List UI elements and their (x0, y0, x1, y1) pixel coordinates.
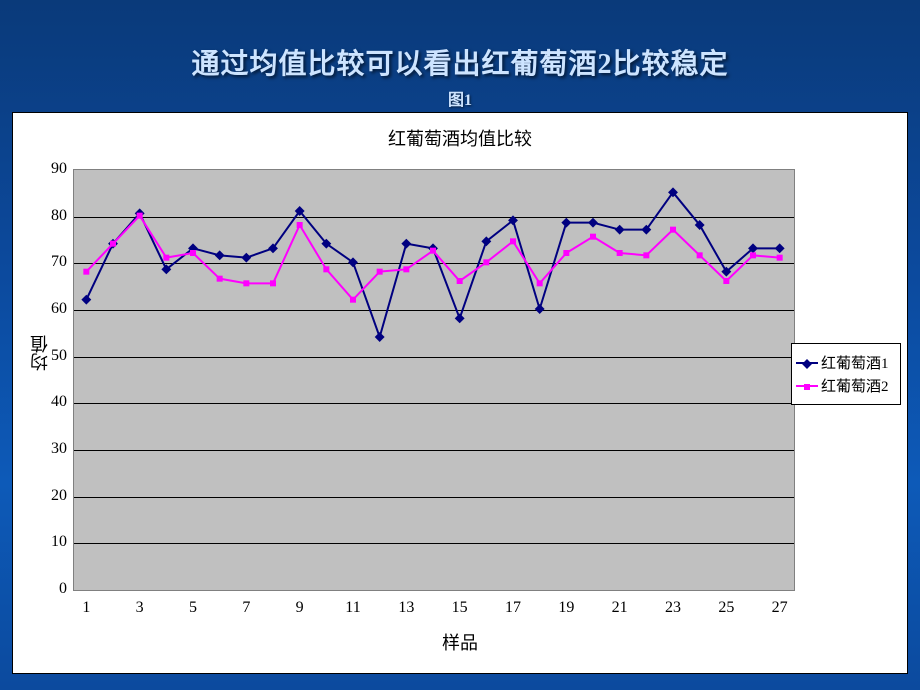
legend-item: 红葡萄酒1 (796, 352, 896, 373)
square-marker (483, 259, 489, 265)
square-marker (563, 250, 569, 256)
x-tick-label: 15 (452, 599, 468, 617)
square-marker (750, 252, 756, 258)
y-tick-label: 0 (33, 580, 67, 598)
x-axis-label: 样品 (13, 629, 907, 655)
series-line (86, 192, 779, 337)
x-tick-label: 27 (772, 599, 788, 617)
square-marker (403, 266, 409, 272)
square-marker (590, 234, 596, 240)
square-marker (723, 278, 729, 284)
y-tick-label: 50 (33, 347, 67, 365)
square-marker (137, 213, 143, 219)
square-marker (297, 222, 303, 228)
x-tick-label: 25 (718, 599, 734, 617)
y-tick-label: 20 (33, 487, 67, 505)
square-marker (643, 252, 649, 258)
square-marker (537, 280, 543, 286)
square-marker (377, 269, 383, 275)
square-marker (777, 255, 783, 261)
plot-area: 0102030405060708090135791113151719212325… (73, 169, 793, 589)
x-tick-label: 19 (558, 599, 574, 617)
legend-marker-icon (804, 384, 810, 390)
y-tick-label: 30 (33, 440, 67, 458)
diamond-marker (775, 243, 785, 253)
chart-container: 红葡萄酒均值比较 均值 0102030405060708090135791113… (12, 112, 908, 674)
diamond-marker (81, 295, 91, 305)
slide-subtitle: 图1 (0, 86, 920, 110)
slide-title: 通过均值比较可以看出红葡萄酒2比较稳定 (0, 0, 920, 82)
x-tick-label: 5 (189, 599, 197, 617)
x-tick-label: 9 (296, 599, 304, 617)
legend-label: 红葡萄酒2 (821, 375, 889, 396)
square-marker (350, 297, 356, 303)
x-tick-label: 21 (612, 599, 628, 617)
diamond-marker (401, 239, 411, 249)
legend-line-icon (796, 385, 818, 387)
legend: 红葡萄酒1红葡萄酒2 (791, 343, 901, 405)
x-tick-label: 11 (345, 599, 360, 617)
square-marker (510, 238, 516, 244)
square-marker (697, 252, 703, 258)
diamond-marker (215, 250, 225, 260)
legend-label: 红葡萄酒1 (821, 352, 889, 373)
square-marker (163, 255, 169, 261)
diamond-marker (535, 304, 545, 314)
x-tick-label: 1 (82, 599, 90, 617)
diamond-marker (375, 332, 385, 342)
square-marker (83, 269, 89, 275)
diamond-marker (455, 313, 465, 323)
square-marker (190, 250, 196, 256)
square-marker (110, 241, 116, 247)
square-marker (617, 250, 623, 256)
legend-item: 红葡萄酒2 (796, 375, 896, 396)
y-tick-label: 60 (33, 300, 67, 318)
x-tick-label: 3 (136, 599, 144, 617)
diamond-marker (241, 253, 251, 263)
x-tick-label: 23 (665, 599, 681, 617)
chart-svg (73, 169, 793, 589)
y-tick-label: 90 (33, 160, 67, 178)
square-marker (670, 227, 676, 233)
square-marker (430, 248, 436, 254)
diamond-marker (615, 225, 625, 235)
y-tick-label: 80 (33, 207, 67, 225)
legend-line-icon (796, 362, 818, 364)
square-marker (270, 280, 276, 286)
legend-marker-icon (802, 359, 812, 369)
square-marker (243, 280, 249, 286)
diamond-marker (561, 218, 571, 228)
x-tick-label: 17 (505, 599, 521, 617)
x-tick-label: 7 (242, 599, 250, 617)
diamond-marker (588, 218, 598, 228)
x-tick-label: 13 (398, 599, 414, 617)
square-marker (323, 266, 329, 272)
y-tick-label: 10 (33, 533, 67, 551)
y-tick-label: 70 (33, 253, 67, 271)
square-marker (457, 278, 463, 284)
square-marker (217, 276, 223, 282)
chart-title: 红葡萄酒均值比较 (13, 113, 907, 151)
y-tick-label: 40 (33, 393, 67, 411)
slide: 通过均值比较可以看出红葡萄酒2比较稳定 图1 红葡萄酒均值比较 均值 01020… (0, 0, 920, 690)
